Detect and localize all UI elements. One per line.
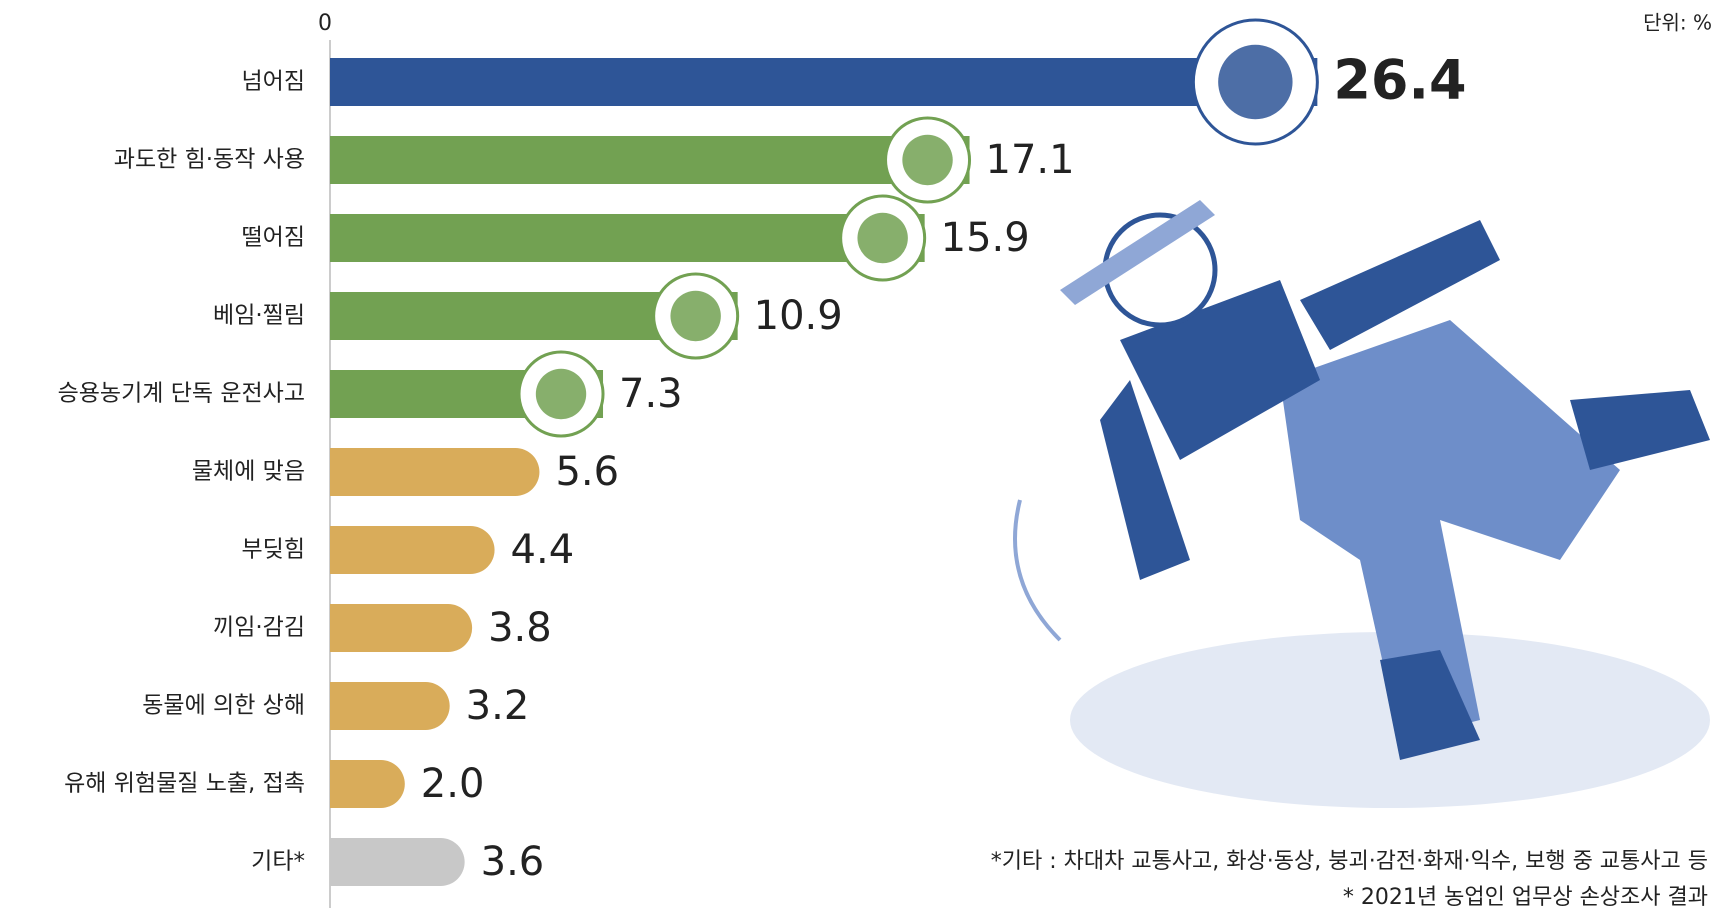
icon xyxy=(1218,44,1293,120)
value-label: 3.8 xyxy=(488,605,552,651)
footnote: * 2021년 농업인 업무상 손상조사 결과 xyxy=(1343,885,1708,908)
icon xyxy=(535,368,587,420)
bar xyxy=(330,448,540,496)
x-tick-label: 0 xyxy=(318,11,332,36)
value-label: 15.9 xyxy=(941,215,1030,261)
y-tick-label: 넘어짐 xyxy=(242,69,305,95)
y-tick-label: 물체에 맞음 xyxy=(192,459,305,485)
value-label: 3.6 xyxy=(481,839,545,885)
y-tick-label: 유해 위험물질 노출, 접촉 xyxy=(64,771,305,797)
unit-note: 단위: % xyxy=(1643,11,1712,35)
value-label: 26.4 xyxy=(1333,49,1466,112)
icon xyxy=(670,290,721,342)
value-label: 17.1 xyxy=(986,137,1075,183)
bar xyxy=(330,760,405,808)
icon xyxy=(857,212,908,264)
y-tick-label: 부딪힘 xyxy=(242,537,305,563)
icon xyxy=(902,134,953,186)
value-label: 10.9 xyxy=(754,293,843,339)
y-tick-label: 승용농기계 단독 운전사고 xyxy=(58,381,305,407)
value-label: 5.6 xyxy=(555,449,619,495)
bar xyxy=(330,838,465,886)
value-label: 7.3 xyxy=(619,371,683,417)
bar xyxy=(330,604,473,652)
value-label: 3.2 xyxy=(466,683,530,729)
illustration xyxy=(1013,200,1710,808)
footnote: *기타 : 차대차 교통사고, 화상·동상, 붕괴·감전·화재·익수, 보행 중… xyxy=(991,849,1708,874)
y-tick-label: 떨어짐 xyxy=(242,225,305,251)
bar xyxy=(330,526,495,574)
bar xyxy=(330,292,738,340)
value-label: 2.0 xyxy=(421,761,485,807)
y-tick-label: 끼임·감김 xyxy=(213,615,305,641)
y-tick-label: 과도한 힘·동작 사용 xyxy=(114,147,305,173)
y-tick-label: 동물에 의한 상해 xyxy=(142,693,305,719)
bar xyxy=(330,58,1318,106)
y-tick-label: 베임·찔림 xyxy=(213,303,305,329)
y-tick-label: 기타* xyxy=(251,849,305,875)
bar xyxy=(330,136,970,184)
bar xyxy=(330,214,925,262)
value-label: 4.4 xyxy=(511,527,575,573)
bar xyxy=(330,682,450,730)
